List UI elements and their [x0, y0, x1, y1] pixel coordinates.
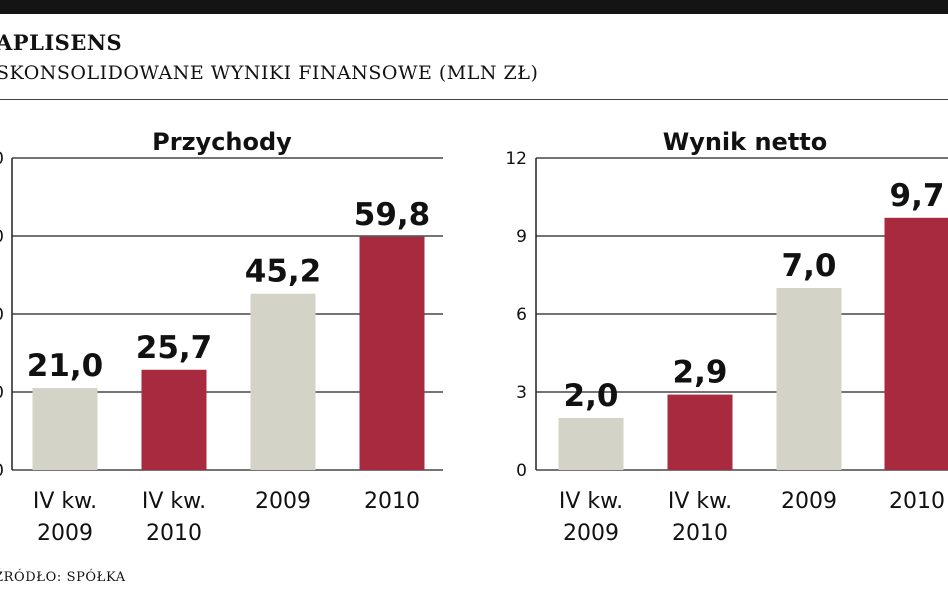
top-bar	[0, 0, 948, 14]
net-income-y-tick-label: 3	[516, 383, 527, 403]
net-income-category-label: IV kw.	[559, 489, 623, 514]
revenue-value-label: 25,7	[136, 330, 213, 366]
revenue-value-label: 59,8	[354, 197, 431, 233]
revenue-y-tick-label: 40	[0, 305, 4, 325]
revenue-y-tick-label: 60	[0, 227, 4, 247]
net-income-bar	[884, 217, 948, 470]
net-income-category-label: 2010	[889, 489, 945, 514]
net-income-category-label: 2009	[563, 521, 619, 546]
revenue-category-label: 2009	[37, 521, 93, 546]
net-income-value-label: 2,0	[564, 378, 619, 414]
revenue-value-label: 45,2	[245, 254, 322, 290]
revenue-category-label: 2009	[255, 489, 311, 514]
revenue-y-tick-label: 80	[0, 149, 4, 169]
net-income-category-label: IV kw.	[668, 489, 732, 514]
source-note: ŹRÓDŁO: SPÓŁKA	[0, 570, 126, 585]
revenue-chart: Przychody 0 20 40 60 80 21,0 IV kw. 2009 25,7 IV k…	[0, 128, 443, 546]
net-income-value-label: 7,0	[782, 248, 837, 284]
revenue-y-tick-label: 20	[0, 383, 4, 403]
net-income-bar	[558, 418, 624, 470]
revenue-bar	[32, 388, 98, 470]
revenue-y-tick-label: 0	[0, 461, 4, 481]
net-income-category-label: 2010	[672, 521, 728, 546]
net-income-y-tick-label: 6	[516, 305, 527, 325]
net-income-y-tick-label: 12	[505, 149, 527, 169]
revenue-chart-title: Przychody	[152, 128, 292, 156]
net-income-value-label: 9,7	[890, 178, 945, 214]
revenue-category-label: IV kw.	[33, 489, 97, 514]
net-income-category-label: 2009	[781, 489, 837, 514]
revenue-bar	[250, 293, 316, 470]
net-income-value-label: 2,9	[673, 355, 728, 391]
company-name: APLISENS	[0, 30, 123, 55]
net-income-chart-title: Wynik netto	[663, 128, 828, 156]
revenue-category-label: 2010	[364, 489, 420, 514]
revenue-bar	[359, 236, 425, 470]
revenue-category-label: IV kw.	[142, 489, 206, 514]
net-income-bar	[667, 394, 733, 470]
revenue-category-label: 2010	[146, 521, 202, 546]
header-rule	[0, 99, 948, 100]
revenue-value-label: 21,0	[27, 348, 104, 384]
net-income-y-tick-label: 9	[516, 227, 527, 247]
revenue-bar	[141, 369, 207, 470]
chart-subtitle: SKONSOLIDOWANE WYNIKI FINANSOWE (MLN ZŁ)	[0, 62, 539, 84]
net-income-y-tick-label: 0	[516, 461, 527, 481]
net-income-bar	[776, 288, 842, 470]
